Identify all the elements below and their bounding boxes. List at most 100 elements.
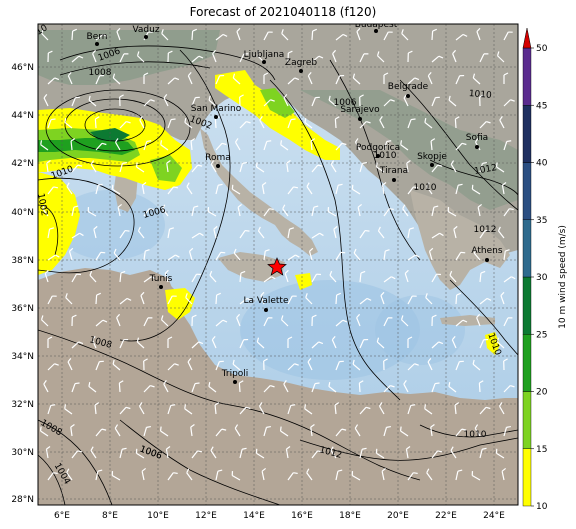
wind-barb	[47, 472, 58, 481]
wind-barb	[47, 295, 57, 305]
city-label: Athens	[471, 246, 502, 256]
wind-barb	[311, 341, 324, 349]
wind-barb	[307, 357, 313, 371]
wind-barb	[307, 71, 313, 85]
city-label: Vaduz	[132, 25, 159, 35]
wind-barb	[503, 208, 514, 217]
isobar-label: 1006	[334, 98, 357, 108]
longitude-label: 8°E	[102, 511, 118, 521]
longitude-label: 24°E	[483, 511, 505, 521]
wind-barb	[231, 470, 241, 481]
wind-barb	[211, 335, 217, 349]
wind-barb	[335, 142, 347, 151]
wind-barb	[383, 140, 392, 151]
wind-barb	[141, 181, 147, 195]
longitude-label: 20°E	[387, 511, 409, 521]
wind-barb	[42, 204, 49, 217]
wind-barb	[479, 120, 491, 129]
wind-barb	[119, 161, 127, 173]
wind-barb	[479, 447, 487, 459]
wind-barb	[503, 384, 515, 393]
wind-barb	[239, 447, 247, 459]
city-dot	[485, 258, 489, 262]
wind-barb	[455, 183, 463, 195]
wind-barb	[380, 291, 385, 305]
wind-barb	[184, 404, 193, 415]
wind-barb	[88, 381, 97, 393]
wind-barb	[287, 336, 293, 348]
map-area: 1010100610081006100210061010101210061008…	[38, 20, 518, 505]
wind-barb	[43, 93, 49, 107]
city-label: Tripoli	[221, 369, 249, 379]
colorbar-segment	[522, 276, 532, 335]
wind-barb	[191, 28, 197, 41]
wind-barb	[161, 29, 169, 41]
wind-barb	[119, 447, 127, 459]
wind-barb	[166, 160, 171, 173]
wind-barb	[383, 358, 388, 371]
wind-barb	[71, 96, 80, 107]
balkan-region	[300, 90, 518, 210]
tunisia-land	[130, 270, 175, 330]
city-label: Bern	[87, 32, 108, 42]
wind-barb	[471, 184, 481, 195]
wind-barb	[89, 270, 97, 283]
wind-barb	[215, 469, 223, 481]
wind-barb	[207, 206, 217, 217]
wind-barb	[407, 404, 416, 415]
wind-barb	[455, 319, 468, 327]
wind-barb	[90, 160, 97, 173]
italy-land	[200, 128, 318, 256]
wind-barb	[66, 468, 73, 481]
wind-barb	[113, 248, 121, 261]
wind-barb	[427, 357, 433, 371]
wind-barb	[311, 96, 320, 107]
wind-barb	[255, 448, 265, 459]
wind-barb	[447, 206, 457, 217]
wind-barb	[210, 446, 217, 459]
wind-barb	[479, 297, 492, 305]
wind-barb	[233, 248, 241, 261]
wind-barb	[311, 232, 324, 239]
longitude-label: 22°E	[435, 511, 457, 521]
wind-barb	[118, 380, 124, 393]
wind-barb	[399, 426, 409, 437]
wind-shade-yellow	[215, 70, 340, 160]
wind-barb	[503, 31, 513, 41]
wind-barb	[67, 71, 73, 85]
wind-barb	[143, 72, 149, 84]
isobar-line	[38, 329, 421, 481]
wind-barb	[407, 50, 413, 63]
wind-barb	[311, 205, 319, 217]
wind-barb	[162, 204, 169, 217]
deep-sea-patch	[375, 295, 465, 365]
wind-barb	[232, 359, 241, 371]
city-label: Budapest	[355, 20, 398, 30]
wind-barb	[263, 358, 268, 371]
wind-barb	[455, 142, 467, 151]
wind-barb	[215, 251, 226, 261]
wind-barb	[65, 293, 73, 305]
wind-barb	[383, 317, 393, 327]
wind-barb	[407, 186, 419, 195]
wind-barb	[287, 227, 295, 239]
wind-barb	[68, 247, 74, 261]
isobar-label: 1010	[468, 89, 492, 101]
wind-barb	[143, 317, 153, 327]
colorbar-tick-label: 10	[536, 502, 548, 512]
wind-barb	[143, 276, 156, 283]
colorbar-segment	[522, 334, 532, 392]
city-label: Roma	[205, 153, 231, 163]
wind-barb	[431, 382, 440, 393]
wind-barb	[215, 183, 223, 195]
wind-barb	[191, 450, 203, 459]
wind-barb	[334, 402, 340, 415]
wind-barb	[311, 314, 317, 327]
wind-barb	[305, 293, 313, 305]
wind-barb	[496, 337, 505, 349]
wind-barb	[138, 402, 145, 415]
wind-shading	[38, 70, 500, 355]
wind-barb	[261, 181, 267, 195]
wind-barb	[455, 428, 467, 437]
wind-barb	[400, 140, 409, 151]
